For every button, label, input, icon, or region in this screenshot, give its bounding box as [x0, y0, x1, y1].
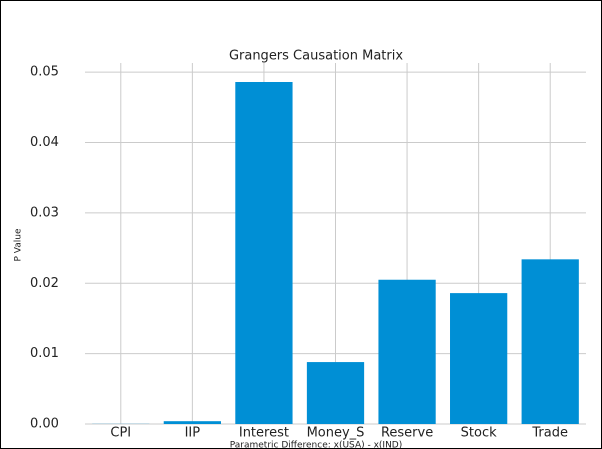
y-tick-label: 0.02	[30, 276, 59, 291]
y-tick-label: 0.01	[30, 346, 59, 361]
x-tick-label: Reserve	[381, 426, 433, 441]
bar	[450, 293, 508, 424]
x-axis-label: Parametric Difference: x(USA) - x(IND)	[230, 441, 403, 449]
y-tick-label: 0.00	[30, 417, 59, 432]
y-tick-label: 0.04	[30, 135, 59, 150]
x-tick-label: CPI	[110, 426, 131, 441]
bar	[163, 421, 221, 424]
bar	[378, 279, 436, 424]
y-tick-label: 0.03	[30, 205, 59, 220]
chart-title: Grangers Causation Matrix	[229, 49, 403, 64]
y-tick-label: 0.05	[30, 65, 59, 80]
x-tick-label: Trade	[531, 426, 568, 441]
x-tick-label: Stock	[461, 426, 497, 441]
bar	[235, 82, 293, 424]
y-axis-label: P Value	[14, 228, 24, 261]
x-tick-label: Interest	[239, 426, 289, 441]
bar	[521, 259, 579, 424]
x-tick-label: IIP	[185, 426, 201, 441]
bar	[306, 362, 365, 424]
x-tick-label: Money_S	[307, 426, 365, 441]
